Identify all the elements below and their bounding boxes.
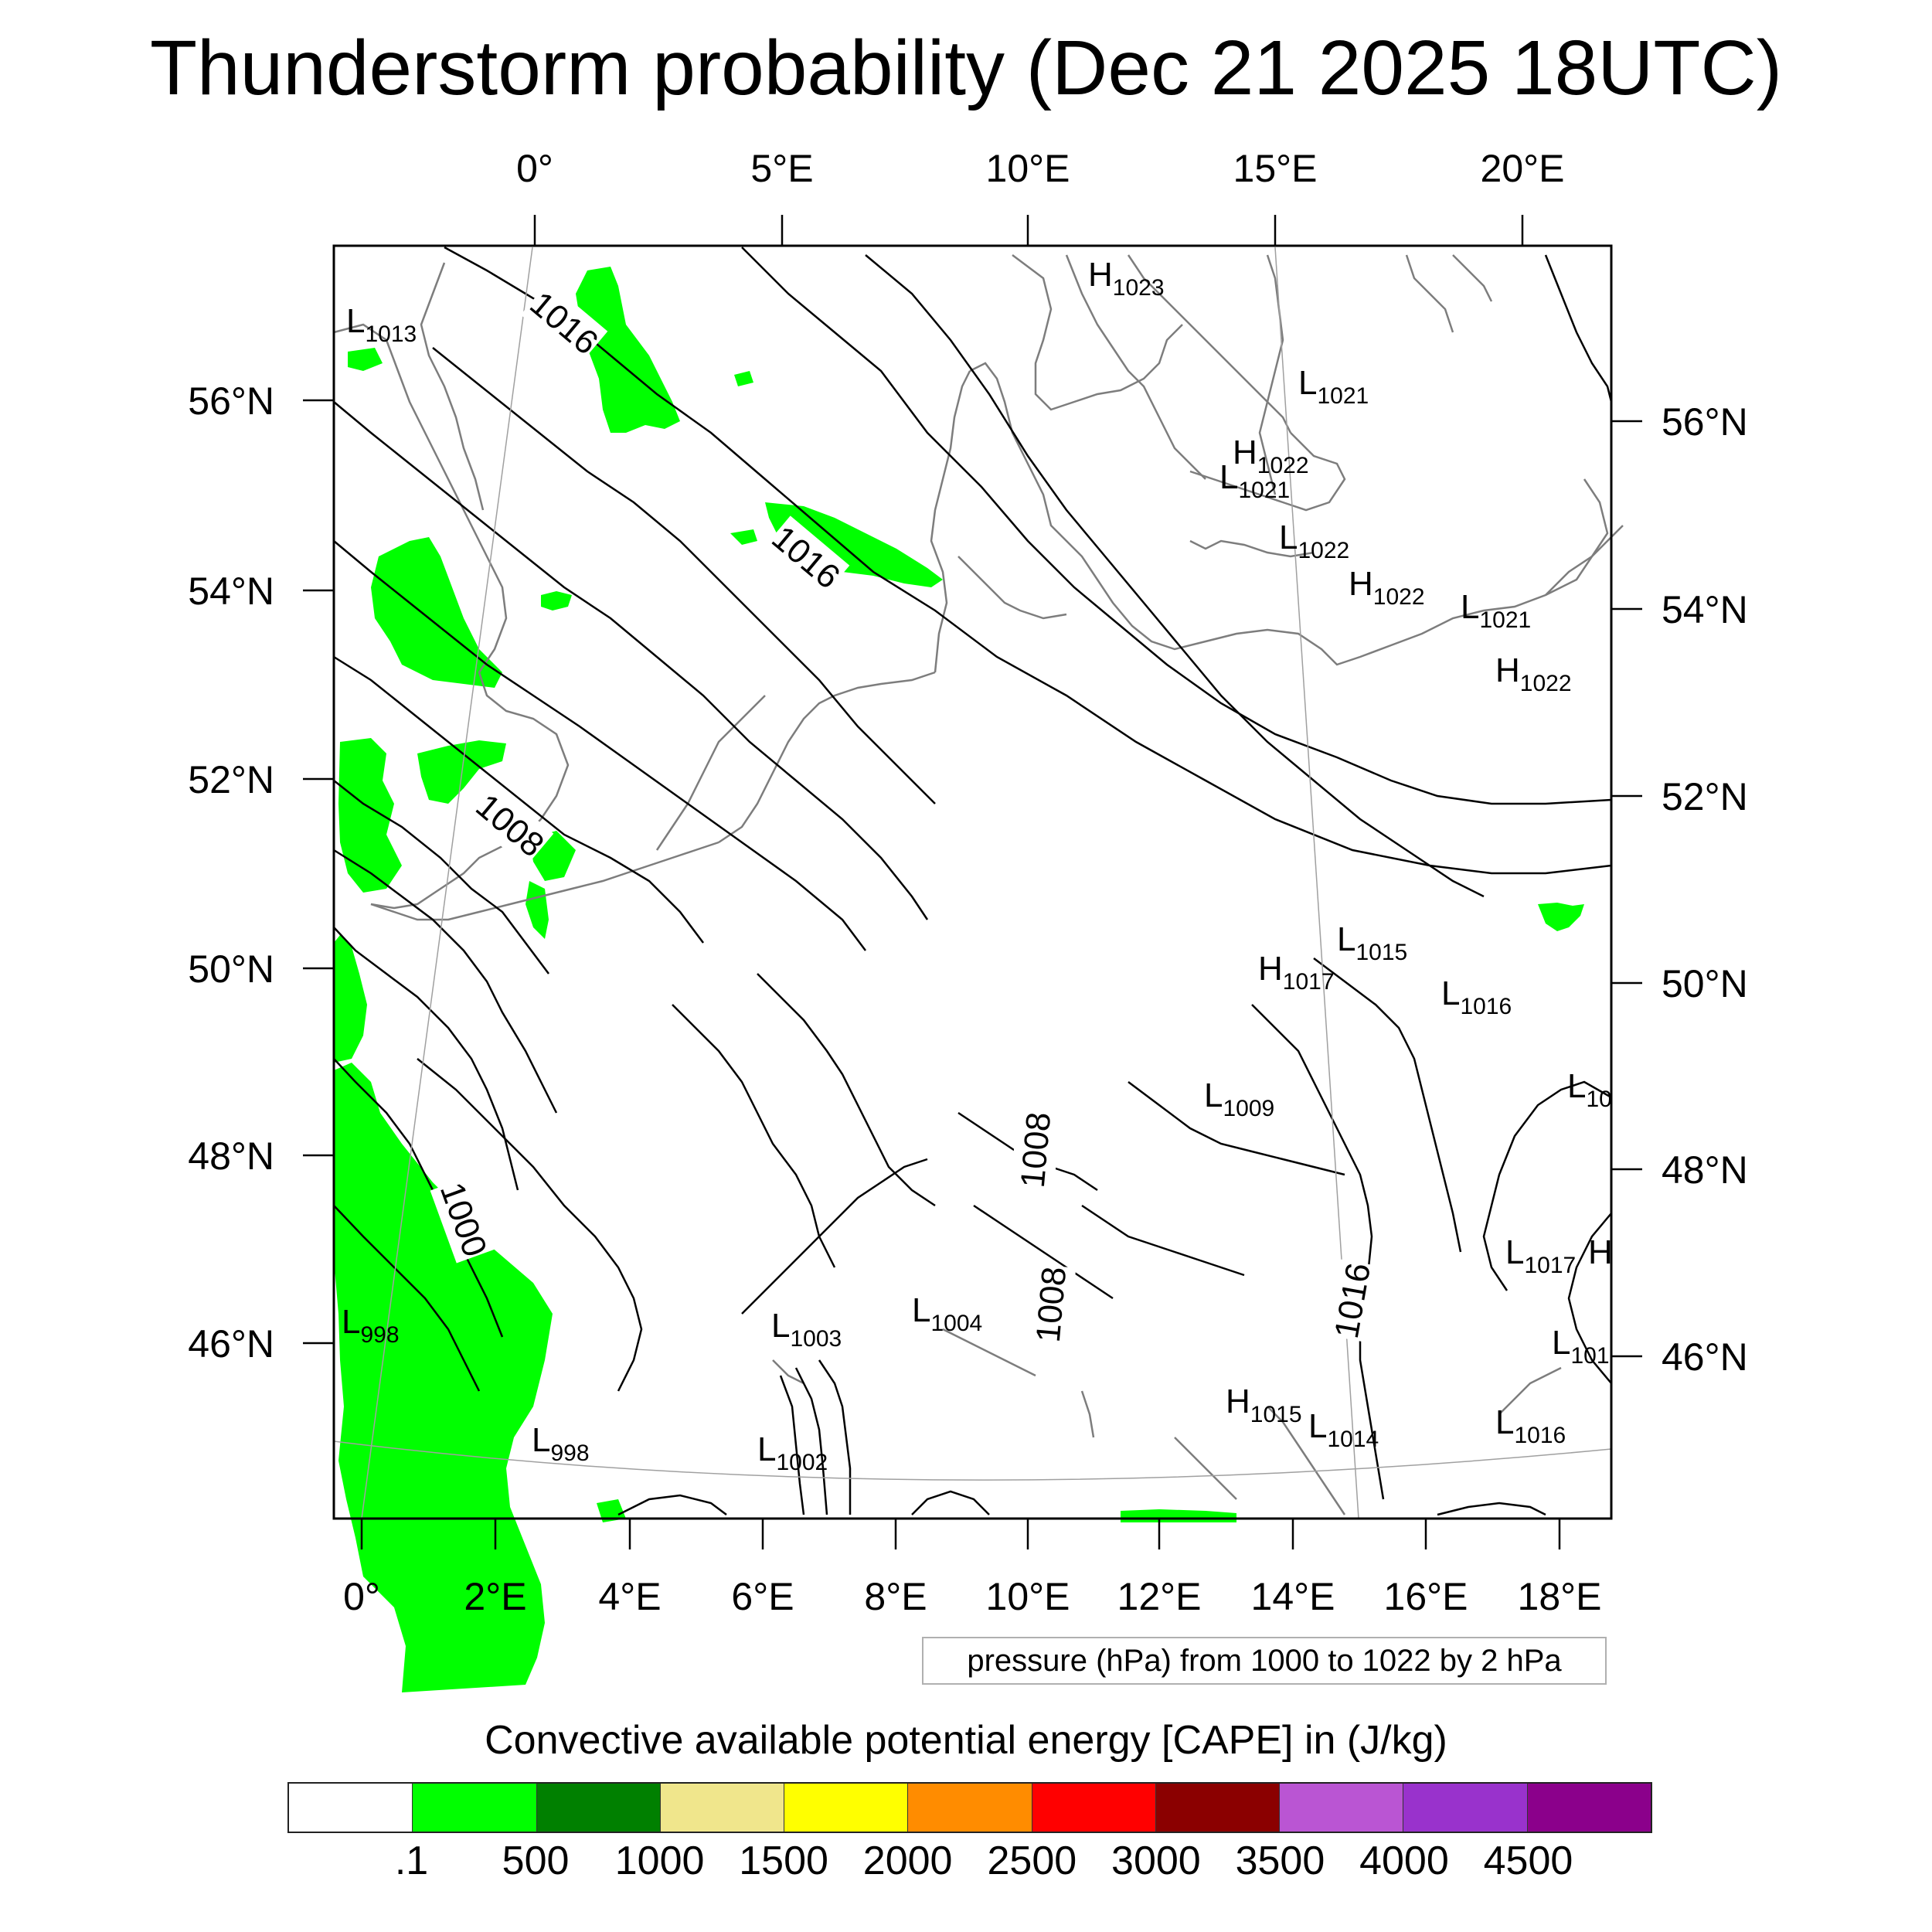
left-tick-label: 48°N bbox=[188, 1134, 274, 1178]
map-frame bbox=[332, 244, 1613, 1520]
bottom-tick-label: 12°E bbox=[1117, 1575, 1202, 1618]
colorbar-label: 1000 bbox=[614, 1838, 705, 1883]
left-axis-labels: 56°N 54°N 52°N 50°N 48°N 46°N bbox=[188, 379, 274, 1366]
bottom-tick-label: 2°E bbox=[464, 1575, 526, 1618]
left-tick-label: 56°N bbox=[188, 379, 274, 423]
colorbar-label: 1500 bbox=[739, 1838, 828, 1883]
map-title: Thunderstorm probability (Dec 21 2025 18… bbox=[149, 25, 1783, 111]
bottom-tick-label: 4°E bbox=[598, 1575, 661, 1618]
pressure-center-label: H1022 bbox=[1233, 434, 1309, 478]
cape-shading bbox=[334, 267, 1584, 1692]
right-tick-label: 50°N bbox=[1662, 962, 1748, 1005]
colorbar-swatch bbox=[536, 1784, 661, 1832]
right-axis-labels: 56°N 54°N 52°N 50°N 48°N 46°N bbox=[1662, 400, 1748, 1379]
colorbar-label: 3000 bbox=[1111, 1838, 1201, 1883]
colorbar-labels: .1 500 1000 1500 2000 2500 3000 3500 400… bbox=[287, 1838, 1652, 1892]
contour-info-box: pressure (hPa) from 1000 to 1022 by 2 hP… bbox=[922, 1637, 1607, 1685]
pressure-center-label: H1022 bbox=[1349, 565, 1425, 610]
right-tick-label: 46°N bbox=[1662, 1335, 1748, 1379]
colorbar-label: 2500 bbox=[987, 1838, 1077, 1883]
top-axis-labels: 0° 5°E 10°E 15°E 20°E bbox=[516, 147, 1564, 190]
legend-title: Convective available potential energy [C… bbox=[485, 1718, 1447, 1763]
pressure-center-label: L1013 bbox=[346, 302, 417, 347]
colorbar-label: 500 bbox=[502, 1838, 570, 1883]
bottom-tick-label: 0° bbox=[343, 1575, 380, 1618]
right-tick-label: 54°N bbox=[1662, 588, 1748, 631]
isobar-label: 1008 bbox=[1014, 1111, 1058, 1189]
pressure-center-label: L998 bbox=[342, 1303, 400, 1348]
colorbar-swatch bbox=[660, 1784, 785, 1832]
pressure-center-label: L101 bbox=[1552, 1324, 1610, 1369]
top-tick-label: 5°E bbox=[750, 147, 813, 190]
bottom-tick-label: 14°E bbox=[1251, 1575, 1335, 1618]
pressure-center-label: H1023 bbox=[1088, 256, 1165, 301]
left-tick-label: 46°N bbox=[188, 1322, 274, 1366]
pressure-center-label: L1022 bbox=[1279, 519, 1349, 563]
colorbar-swatch bbox=[1527, 1784, 1651, 1832]
pressure-center-label: L1003 bbox=[771, 1307, 842, 1352]
pressure-center-label: H1017 bbox=[1258, 950, 1335, 995]
colorbar-label: .1 bbox=[394, 1838, 429, 1883]
pressure-center-label: L10 bbox=[1567, 1067, 1612, 1112]
pressure-center-label: H1022 bbox=[1495, 651, 1572, 696]
bottom-tick-label: 6°E bbox=[731, 1575, 794, 1618]
colorbar-swatch bbox=[1280, 1784, 1404, 1832]
colorbar-swatch bbox=[1155, 1784, 1281, 1832]
left-tick-label: 52°N bbox=[188, 758, 274, 801]
colorbar-swatch bbox=[413, 1784, 537, 1832]
left-tick-label: 54°N bbox=[188, 570, 274, 613]
colorbar-label: 2000 bbox=[862, 1838, 953, 1883]
coastlines bbox=[333, 254, 1624, 1515]
tick-marks bbox=[303, 215, 1642, 1549]
pressure-center-label: L1017 bbox=[1505, 1233, 1576, 1278]
top-tick-label: 0° bbox=[516, 147, 553, 190]
pressure-center-label: L1004 bbox=[912, 1291, 982, 1336]
top-tick-label: 15°E bbox=[1233, 147, 1318, 190]
colorbar-swatch bbox=[784, 1784, 909, 1832]
pressure-center-label: L1009 bbox=[1204, 1077, 1274, 1121]
colorbar-swatch bbox=[1403, 1784, 1528, 1832]
pressure-center-label: L1021 bbox=[1298, 364, 1369, 409]
left-tick-label: 50°N bbox=[188, 947, 274, 991]
pressure-center-label: L1021 bbox=[1219, 458, 1290, 503]
pressure-center-label: L1021 bbox=[1461, 588, 1531, 633]
pressure-center-label: L1002 bbox=[757, 1430, 828, 1475]
colorbar bbox=[287, 1782, 1652, 1833]
bottom-tick-label: 8°E bbox=[864, 1575, 927, 1618]
bottom-tick-label: 18°E bbox=[1518, 1575, 1602, 1618]
right-tick-label: 52°N bbox=[1662, 775, 1748, 818]
colorbar-label: 4500 bbox=[1483, 1838, 1573, 1883]
colorbar-label: 3500 bbox=[1235, 1838, 1325, 1883]
isobar-label: 1008 bbox=[1029, 1265, 1073, 1344]
bottom-axis-labels: 0° 2°E 4°E 6°E 8°E 10°E 12°E 14°E 16°E 1… bbox=[343, 1575, 1601, 1618]
isobar-label: 1016 bbox=[1328, 1260, 1378, 1342]
colorbar-swatch bbox=[289, 1784, 413, 1832]
right-tick-label: 56°N bbox=[1662, 400, 1748, 444]
colorbar-swatch bbox=[908, 1784, 1032, 1832]
colorbar-label: 4000 bbox=[1359, 1838, 1449, 1883]
pressure-center-label: H bbox=[1588, 1233, 1613, 1271]
pressure-center-label: L998 bbox=[532, 1421, 590, 1466]
bottom-tick-label: 16°E bbox=[1384, 1575, 1468, 1618]
top-tick-label: 20°E bbox=[1481, 147, 1565, 190]
pressure-center-label: L1016 bbox=[1441, 975, 1512, 1019]
pressure-centers: H1023 L1013 L1021 H1022 L1021 L1022 H102… bbox=[342, 256, 1613, 1475]
right-tick-label: 48°N bbox=[1662, 1148, 1748, 1192]
bottom-tick-label: 10°E bbox=[986, 1575, 1070, 1618]
pressure-center-label: H1015 bbox=[1226, 1383, 1302, 1427]
colorbar-swatch bbox=[1032, 1784, 1156, 1832]
isobar-labels: 1016 1016 1008 1000 1008 1008 1016 bbox=[430, 281, 1381, 1345]
pressure-center-label: L1015 bbox=[1337, 920, 1407, 965]
top-tick-label: 10°E bbox=[986, 147, 1070, 190]
pressure-center-label: L1016 bbox=[1495, 1403, 1566, 1448]
pressure-center-label: L1014 bbox=[1308, 1407, 1379, 1452]
